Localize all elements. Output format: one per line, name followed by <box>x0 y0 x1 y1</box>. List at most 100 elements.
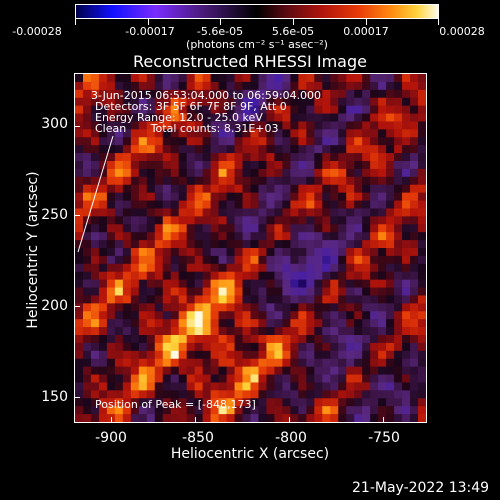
heatmap-cell <box>75 255 84 265</box>
heatmap-cell <box>170 97 180 107</box>
heatmap-cell <box>274 240 284 249</box>
heatmap-cell <box>418 398 426 407</box>
heatmap-cell <box>234 406 244 415</box>
heatmap-cell <box>418 192 426 202</box>
heatmap-cell <box>114 382 124 391</box>
heatmap-cell <box>330 145 339 154</box>
heatmap-cell <box>258 89 268 99</box>
colorbar <box>75 4 439 19</box>
heatmap-cell <box>258 184 268 194</box>
heatmap-cell <box>386 319 395 328</box>
heatmap-cell <box>378 295 387 304</box>
heatmap-cell <box>330 366 339 376</box>
heatmap-cell <box>330 350 339 360</box>
heatmap-cell <box>338 192 347 202</box>
heatmap-cell <box>354 319 363 328</box>
heatmap-cell <box>162 271 172 281</box>
heatmap-cell <box>122 192 132 202</box>
heatmap-cell <box>138 89 148 99</box>
heatmap-cell <box>250 113 260 123</box>
heatmap-cell <box>386 168 395 178</box>
heatmap-cell <box>258 74 268 83</box>
heatmap-cell <box>202 81 212 91</box>
heatmap-cell <box>178 89 188 99</box>
heatmap-cell <box>298 398 307 407</box>
heatmap-cell <box>274 390 284 399</box>
heatmap-cell <box>114 113 124 123</box>
heatmap-cell <box>194 414 204 422</box>
heatmap-cell <box>330 327 339 336</box>
heatmap-cell <box>274 184 284 194</box>
heatmap-cell <box>162 374 172 384</box>
heatmap-cell <box>378 81 387 91</box>
heatmap-cell <box>346 311 355 320</box>
heatmap-cell <box>362 382 371 391</box>
heatmap-cell <box>330 74 339 83</box>
heatmap-cell <box>266 192 276 202</box>
heatmap-cell <box>170 287 180 297</box>
heatmap-cell <box>194 161 204 170</box>
heatmap-cell <box>75 81 84 91</box>
heatmap-cell <box>386 97 395 107</box>
heatmap-cell <box>362 153 371 162</box>
heatmap-cell <box>114 287 124 297</box>
heatmap-cell <box>75 382 84 391</box>
heatmap-cell <box>298 271 307 281</box>
heatmap-cell <box>98 414 108 422</box>
heatmap-cell <box>306 327 315 336</box>
heatmap-cell <box>274 366 284 376</box>
heatmap-cell <box>250 105 260 115</box>
heatmap-cell <box>274 81 284 91</box>
heatmap-cell <box>170 168 180 178</box>
heatmap-cell <box>218 89 228 99</box>
heatmap-cell <box>114 137 124 146</box>
heatmap-cell <box>274 89 284 99</box>
heatmap-cell <box>218 248 228 257</box>
heatmap-cell <box>402 168 411 178</box>
heatmap-cell <box>170 263 180 273</box>
heatmap-cell <box>186 113 196 123</box>
heatmap-cell <box>210 74 220 83</box>
heatmap-cell <box>394 168 403 178</box>
heatmap-cell <box>130 232 140 241</box>
heatmap-cell <box>322 105 331 115</box>
heatmap-cell <box>290 398 299 407</box>
heatmap-cell <box>90 176 100 186</box>
heatmap-cell <box>378 89 387 99</box>
heatmap-cell <box>234 176 244 186</box>
heatmap-cell <box>354 153 363 162</box>
heatmap-cell <box>226 200 236 210</box>
heatmap-cell <box>194 74 204 83</box>
heatmap-cell <box>282 263 291 273</box>
heatmap-cell <box>266 311 276 320</box>
heatmap-cell <box>82 153 92 162</box>
heatmap-cell <box>394 255 403 265</box>
heatmap-cell <box>162 240 172 249</box>
heatmap-cell <box>266 168 276 178</box>
heatmap-cell <box>290 366 299 376</box>
heatmap-cell <box>394 97 403 107</box>
heatmap-cell <box>130 192 140 202</box>
heatmap-cell <box>362 350 371 360</box>
heatmap-cell <box>98 327 108 336</box>
heatmap-cell <box>362 358 371 368</box>
heatmap-cell <box>322 192 331 202</box>
heatmap-cell <box>130 295 140 304</box>
heatmap-cell <box>162 105 172 115</box>
heatmap-cell <box>314 255 323 265</box>
heatmap-cell <box>242 176 252 186</box>
heatmap-cell <box>306 81 315 91</box>
heatmap-cell <box>218 303 228 312</box>
heatmap-cell <box>394 208 403 217</box>
heatmap-cell <box>386 192 395 202</box>
heatmap-cell <box>106 74 116 83</box>
heatmap-cell <box>226 279 236 289</box>
heatmap-cell <box>346 176 355 186</box>
heatmap-cell <box>370 168 379 178</box>
heatmap-cell <box>306 311 315 320</box>
heatmap-cell <box>170 248 180 257</box>
heatmap-cell <box>226 97 236 107</box>
heatmap-cell <box>322 153 331 162</box>
plot-area: 3-Jun-2015 06:53:04.000 to 06:59:04.000 … <box>74 73 427 423</box>
y-tick-label: 300 <box>41 116 68 132</box>
